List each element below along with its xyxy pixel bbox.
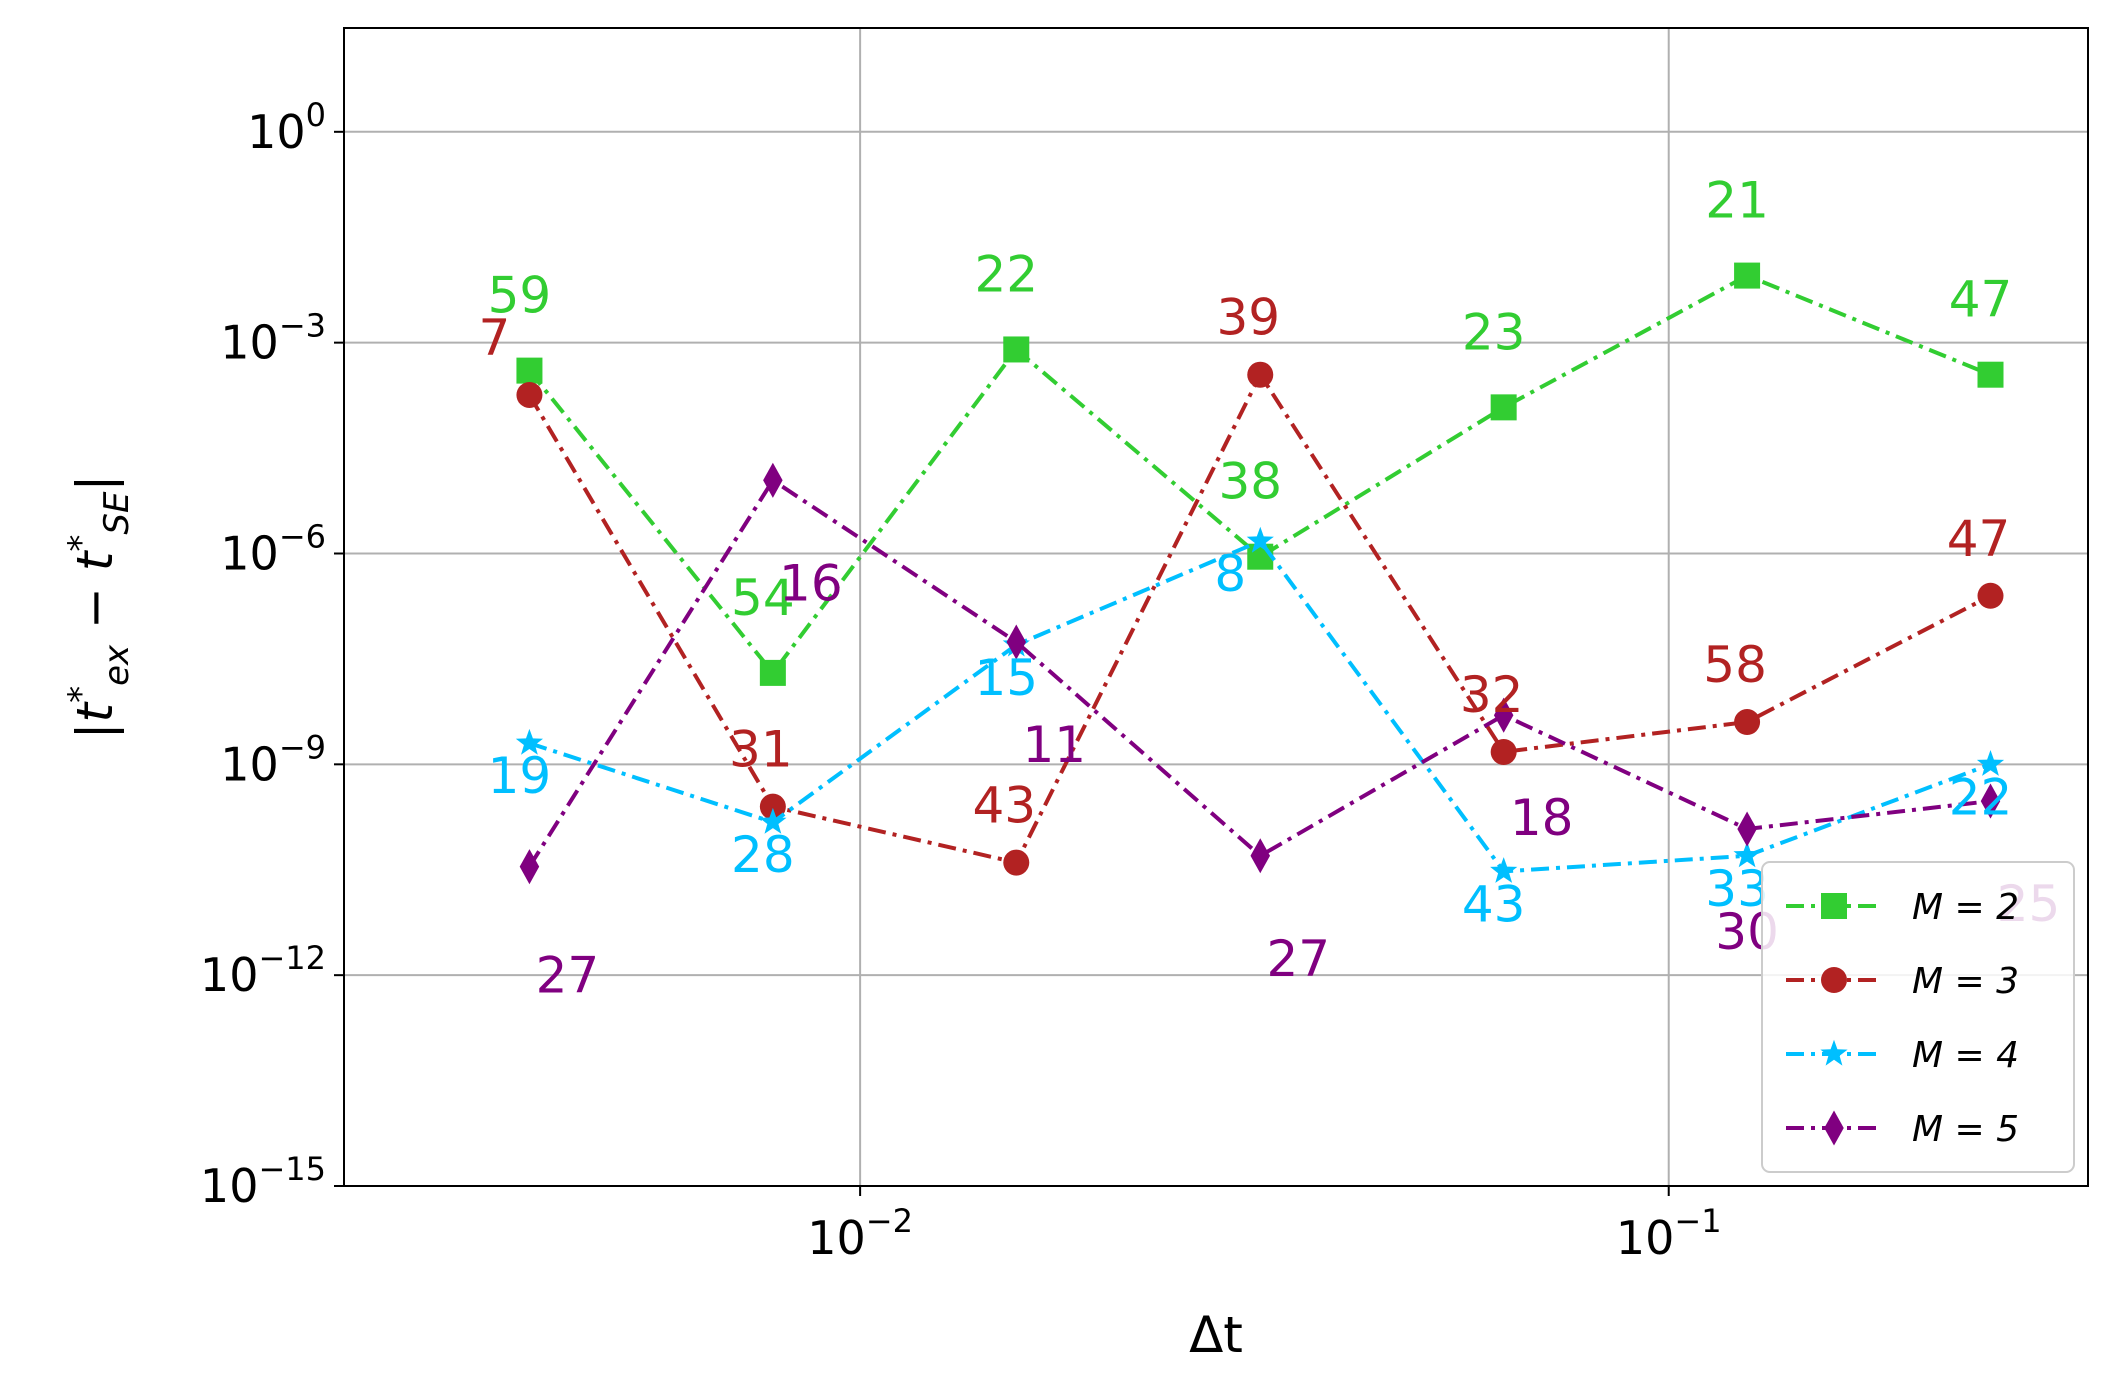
- data-point: [1493, 697, 1514, 733]
- data-point: [1247, 361, 1274, 388]
- legend-item: M = 3: [1786, 961, 2019, 1002]
- grid: [344, 28, 2088, 1187]
- data-point: [1734, 709, 1761, 736]
- y-axis-label: |t*ex − t*SE|: [61, 475, 137, 740]
- data-label: 18: [1510, 789, 1574, 847]
- data-label: 47: [1949, 271, 2013, 329]
- legend-label: M = 2: [1912, 887, 2019, 928]
- data-point: [1821, 967, 1847, 993]
- plot-frame: [343, 27, 2089, 1187]
- data-label: 21: [1705, 172, 1769, 230]
- data-point: [1980, 783, 2001, 819]
- legend-item: M = 4: [1786, 1035, 2019, 1076]
- data-label: 22: [1949, 768, 2013, 826]
- data-label: 47: [1947, 510, 2011, 568]
- series-5: [519, 462, 2001, 885]
- data-point: [759, 659, 786, 686]
- data-label: 39: [1216, 289, 1280, 347]
- data-label: 8: [1214, 545, 1246, 603]
- data-label: 19: [488, 747, 552, 805]
- y-tick-label: 10−12: [200, 939, 326, 1002]
- data-point: [759, 793, 786, 820]
- data-point: [1006, 624, 1027, 660]
- data-point: [1490, 738, 1517, 765]
- legend-item: M = 2: [1786, 887, 2019, 928]
- data-point: [1003, 849, 1030, 876]
- data-point: [763, 462, 783, 498]
- data-point: [1977, 582, 2004, 609]
- legend-label: M = 4: [1912, 1035, 2019, 1076]
- y-tick-label: 10−9: [220, 728, 326, 791]
- data-point: [516, 381, 543, 408]
- data-point: [1733, 841, 1761, 868]
- data-point: [1976, 750, 2005, 776]
- data-point: [1490, 857, 1518, 883]
- data-point: [515, 728, 543, 755]
- data-point: [519, 849, 540, 885]
- data-label: 38: [1218, 453, 1282, 511]
- x-tick-label: 10−2: [807, 1202, 913, 1265]
- data-label: 54: [731, 569, 795, 627]
- data-labels-layer: 59 54 22 38 23 21 47 7 31 43 39 32 58 47 19 28 15 8 43 33 22…: [479, 172, 2061, 1005]
- data-point: [1490, 394, 1517, 421]
- data-point: [516, 357, 543, 384]
- data-label: 59: [488, 267, 552, 325]
- y-tick-label: 100: [247, 96, 326, 159]
- data-label: 11: [1022, 716, 1086, 774]
- axes: [343, 27, 2089, 1187]
- legend-item: M = 5: [1786, 1109, 2019, 1150]
- data-label: 58: [1703, 636, 1767, 694]
- y-tick-label: 10−15: [200, 1150, 326, 1213]
- data-label: 15: [974, 649, 1038, 707]
- data-point: [1824, 1110, 1844, 1146]
- series-3: [516, 361, 2004, 876]
- data-label: 43: [972, 777, 1036, 835]
- y-tick-label: 10−6: [220, 517, 326, 580]
- data-label: 27: [536, 947, 600, 1005]
- x-axis-label: Δt: [1189, 1306, 1243, 1364]
- data-label: 32: [1460, 666, 1524, 724]
- data-point: [1977, 361, 2004, 388]
- data-label: 23: [1462, 303, 1526, 361]
- y-tick-label: 10−3: [220, 307, 326, 370]
- data-point: [1003, 336, 1030, 363]
- legend: M = 2 M = 3 M = 4 M = 5: [1761, 861, 2075, 1173]
- data-label: 16: [779, 554, 843, 612]
- data-label: 28: [731, 826, 795, 884]
- data-label: 33: [1705, 860, 1769, 918]
- series-2: [516, 262, 2004, 686]
- data-label: 31: [729, 721, 793, 779]
- data-point: [1820, 1039, 1848, 1066]
- data-label: 27: [1266, 930, 1330, 988]
- legend-label: M = 5: [1912, 1109, 2019, 1150]
- data-label: 43: [1462, 875, 1526, 933]
- data-point: [1737, 811, 1757, 847]
- data-label: 7: [479, 309, 511, 367]
- data-point: [1250, 838, 1271, 874]
- data-point: [1734, 262, 1761, 289]
- data-label: 22: [974, 245, 1038, 303]
- legend-label: M = 3: [1912, 961, 2019, 1002]
- series-layer: [515, 262, 2005, 885]
- x-tick-label: 10−1: [1616, 1202, 1722, 1265]
- data-point: [1821, 893, 1847, 919]
- y-axis-label-group: |t*ex − t*SE|: [61, 475, 137, 740]
- data-point: [1247, 543, 1274, 570]
- data-point: [759, 807, 787, 834]
- legend-box: [1761, 861, 2075, 1173]
- ticks: 10−2 10−1 100 10−3 10−6 10−9 10−12 10−15: [200, 96, 1722, 1265]
- data-point: [1246, 526, 1274, 553]
